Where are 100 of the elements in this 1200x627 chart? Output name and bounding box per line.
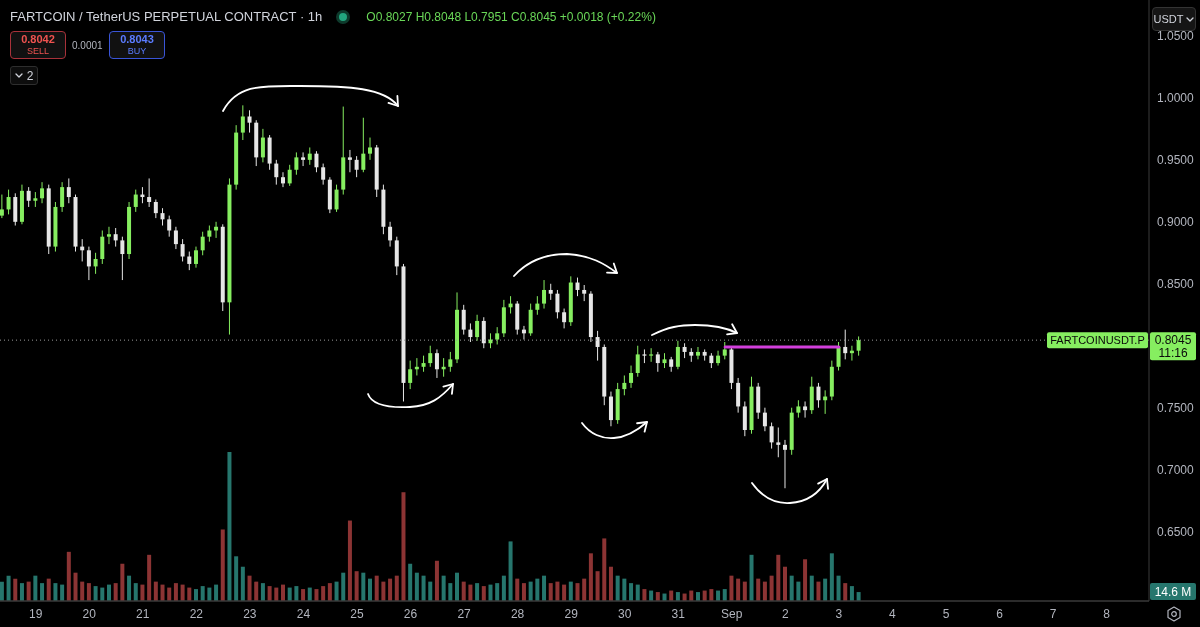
- ref-line-label: FARTCOINUSDT.P: [1050, 334, 1145, 347]
- bar: [13, 578, 18, 601]
- bar: [19, 583, 24, 601]
- bar: [448, 583, 453, 601]
- candlestick: [106, 226, 111, 245]
- bar: [361, 572, 366, 601]
- x-tick-label: 7: [1049, 606, 1057, 621]
- bar: [428, 581, 433, 601]
- bar: [327, 583, 332, 601]
- bar: [769, 575, 774, 601]
- bar: [575, 583, 580, 601]
- bar: [140, 584, 145, 601]
- bar: [542, 575, 547, 601]
- x-tick-label: 8: [1103, 606, 1111, 621]
- candlestick: [153, 199, 158, 219]
- candlestick: [60, 181, 65, 213]
- x-tick-label: 22: [189, 606, 204, 621]
- x-tick-label: 23: [243, 606, 257, 621]
- bar: [254, 581, 259, 601]
- bar: [267, 586, 272, 601]
- bar: [562, 584, 567, 601]
- y-tick-label: 1.0500: [1157, 29, 1195, 44]
- y-tick-label: 1.0000: [1157, 91, 1195, 106]
- bar: [742, 581, 747, 601]
- bar: [147, 554, 152, 601]
- candlestick: [0, 194, 4, 219]
- bar: [40, 583, 45, 601]
- bar: [33, 575, 38, 601]
- candlestick: [742, 400, 747, 437]
- annotation: 0.8042: [21, 33, 55, 45]
- bar: [127, 575, 132, 601]
- bar: [160, 584, 165, 601]
- candlestick: [762, 407, 767, 432]
- bar: [635, 584, 640, 601]
- candlestick: [388, 221, 393, 248]
- candlestick: [695, 346, 700, 360]
- candlestick: [434, 348, 439, 379]
- bar: [749, 554, 754, 601]
- bar: [113, 583, 118, 601]
- bar: [26, 581, 31, 601]
- bar: [823, 578, 828, 601]
- candlestick: [281, 171, 285, 188]
- bar: [455, 572, 460, 601]
- bar: [843, 583, 848, 601]
- text: FARTCOIN / TetherUS PERPETUAL CONTRACT · 1h: [10, 8, 323, 26]
- candlestick: [542, 279, 547, 310]
- bar: [401, 492, 406, 601]
- bar: [461, 581, 466, 601]
- candlestick: [368, 137, 373, 161]
- candlestick: [133, 189, 138, 213]
- candlestick: [675, 340, 680, 370]
- x-tick-label: 25: [350, 606, 364, 621]
- bar: [314, 589, 319, 601]
- candlestick: [93, 252, 98, 275]
- candlestick: [347, 149, 352, 173]
- x-tick-label: 5: [942, 606, 950, 621]
- candlestick: [836, 341, 841, 372]
- bar: [240, 566, 245, 601]
- candlestick: [120, 236, 125, 281]
- candlestick: [86, 246, 91, 281]
- candlestick: [655, 351, 660, 373]
- x-tick-label: Sep: [721, 606, 743, 621]
- candlestick: [301, 151, 306, 167]
- bar: [234, 556, 239, 601]
- bar: [354, 571, 359, 601]
- candlestick: [528, 303, 533, 337]
- bar: [468, 584, 473, 601]
- bar: [722, 589, 727, 601]
- bar: [809, 575, 814, 601]
- x-tick-label: 31: [671, 606, 686, 621]
- candlestick: [856, 335, 861, 357]
- annotation: 0.8043: [120, 33, 154, 45]
- candlestick: [843, 329, 848, 360]
- candlestick: [461, 304, 466, 336]
- bar: [0, 581, 4, 601]
- candlestick: [782, 439, 787, 489]
- bar: [776, 554, 781, 601]
- currency-dropdown: USDT: [1152, 7, 1196, 31]
- candlestick: [629, 365, 634, 389]
- bar: [334, 581, 339, 601]
- bar: [374, 575, 379, 601]
- candlestick: [428, 345, 433, 368]
- candlestick: [555, 289, 560, 319]
- y-tick-label: 0.8500: [1157, 277, 1195, 292]
- bar: [629, 583, 634, 601]
- bar: [6, 575, 11, 601]
- x-tick-label: 30: [618, 606, 632, 621]
- annotation: SELL: [26, 45, 50, 57]
- bar: [347, 520, 352, 601]
- bar: [394, 575, 399, 601]
- candlestick: [769, 422, 774, 450]
- bar: [555, 581, 560, 601]
- bar: [608, 566, 613, 601]
- candlestick: [809, 376, 814, 415]
- x-tick-label: 19: [29, 606, 43, 621]
- candlestick: [816, 382, 821, 409]
- bar: [66, 551, 71, 601]
- bar: [595, 571, 600, 601]
- bar: [495, 583, 500, 601]
- x-tick-label: 26: [403, 606, 418, 621]
